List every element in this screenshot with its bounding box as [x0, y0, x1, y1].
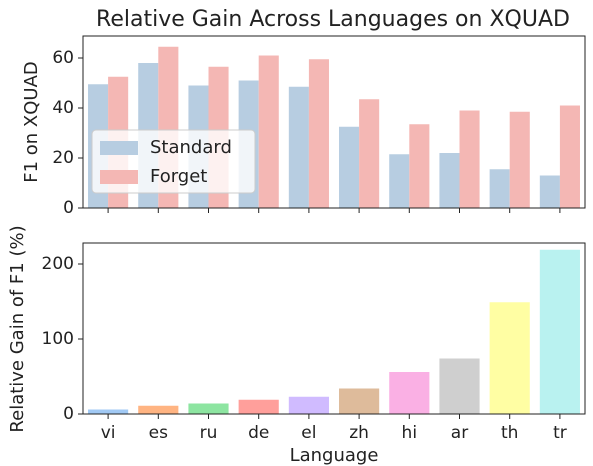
- bar: [389, 154, 410, 208]
- bar: [258, 55, 279, 208]
- x-tick-label: ar: [451, 423, 468, 443]
- bar: [188, 403, 229, 414]
- bar: [359, 99, 380, 208]
- bar: [88, 409, 129, 414]
- legend-swatch: [100, 170, 138, 184]
- bar: [509, 111, 530, 208]
- bar: [539, 175, 560, 208]
- bar: [339, 126, 360, 208]
- x-tick-label: tr: [553, 423, 567, 443]
- legend-label: Standard: [150, 137, 232, 158]
- bar: [439, 153, 460, 208]
- x-tick-label: ru: [200, 423, 218, 443]
- y-axis-label: Relative Gain of F1 (%): [7, 225, 28, 432]
- bar: [288, 396, 329, 414]
- y-tick-label: 40: [52, 98, 74, 118]
- y-tick-label: 0: [63, 198, 74, 218]
- x-tick-label: zh: [349, 423, 369, 443]
- bar: [489, 302, 530, 414]
- y-tick-label: 0: [63, 404, 74, 424]
- y-tick-label: 200: [42, 254, 74, 274]
- y-tick-label: 60: [52, 48, 74, 68]
- bar: [439, 358, 480, 414]
- bar: [409, 124, 430, 208]
- x-tick-label: hi: [402, 423, 418, 443]
- y-tick-label: 100: [42, 329, 74, 349]
- chart-title: Relative Gain Across Languages on XQUAD: [96, 7, 570, 32]
- legend-label: Forget: [150, 166, 207, 187]
- x-tick-label: vi: [101, 423, 116, 443]
- bar: [308, 59, 329, 208]
- x-tick-label: el: [301, 423, 316, 443]
- bar: [339, 388, 380, 414]
- bar: [559, 105, 580, 208]
- x-tick-label: es: [149, 423, 168, 443]
- bar: [288, 86, 309, 208]
- bar: [389, 372, 430, 414]
- bar: [459, 110, 480, 208]
- x-tick-label: th: [501, 423, 518, 443]
- axes-frame: [82, 35, 586, 209]
- y-axis-label: F1 on XQUAD: [21, 61, 42, 183]
- bar: [539, 249, 580, 414]
- bar: [238, 399, 279, 414]
- axes-frame: [82, 242, 586, 415]
- bar: [489, 169, 510, 208]
- bar: [138, 405, 179, 414]
- x-axis-label: Language: [290, 445, 379, 466]
- x-tick-label: de: [248, 423, 269, 443]
- y-tick-label: 20: [52, 148, 74, 168]
- legend-swatch: [100, 141, 138, 155]
